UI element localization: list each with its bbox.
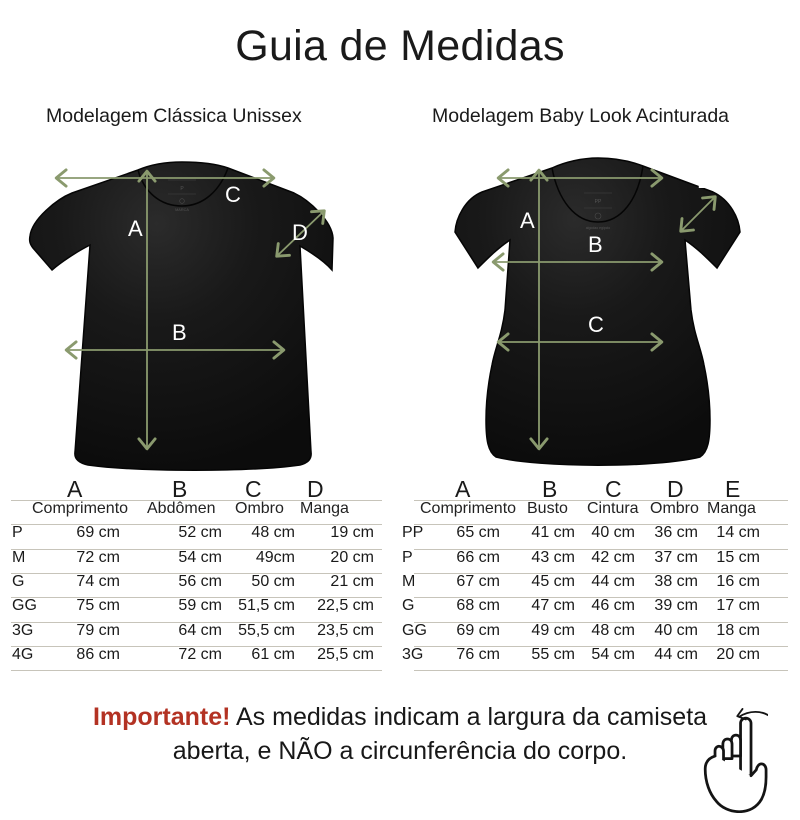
svg-text:B: B [588,232,603,257]
svg-text:C: C [225,182,241,207]
svg-text:algodao egipcio: algodao egipcio [586,226,611,230]
svg-text:C: C [588,312,604,337]
svg-text:A: A [520,208,535,233]
svg-text:D: D [292,220,308,245]
svg-text:E: E [697,168,712,193]
svg-text:MARCA: MARCA [175,208,189,212]
svg-text:D: D [640,143,656,168]
svg-text:A: A [128,216,143,241]
svg-text:PP: PP [595,199,602,205]
svg-text:B: B [172,320,187,345]
